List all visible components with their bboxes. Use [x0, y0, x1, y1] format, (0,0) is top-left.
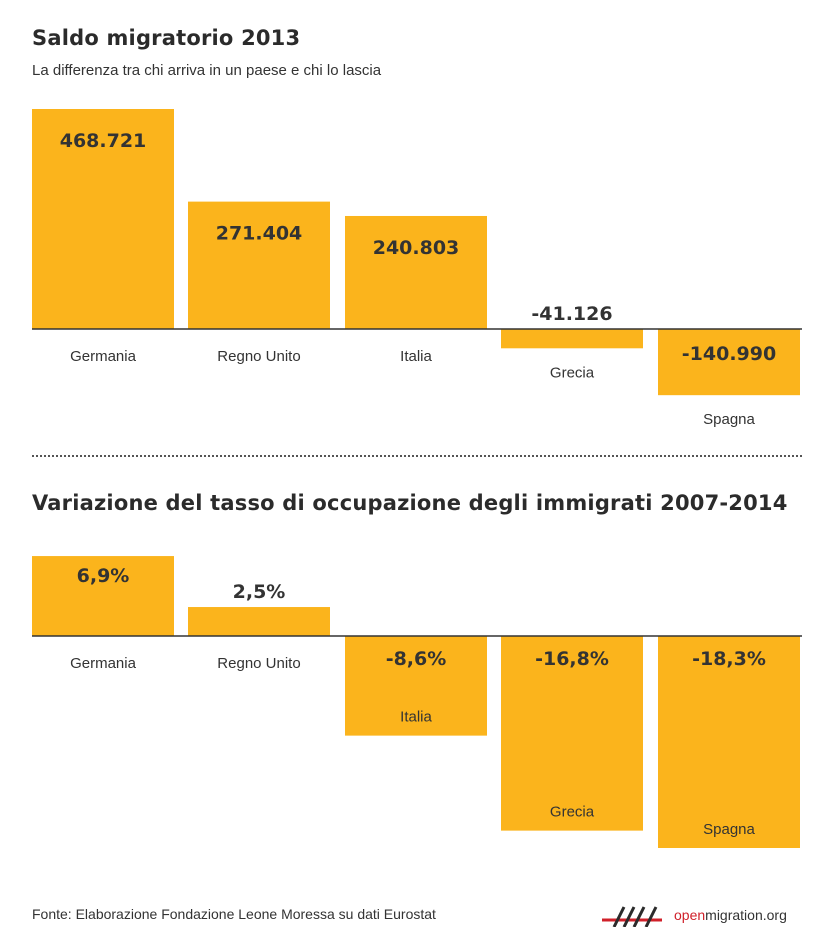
chart-title-occupazione: Variazione del tasso di occupazione degl… [32, 491, 788, 515]
category-label-2-spagna: Spagna [703, 821, 755, 838]
source-note: Fonte: Elaborazione Fondazione Leone Mor… [32, 906, 436, 922]
bar-2-spagna [658, 636, 800, 848]
chart-subtitle-saldo: La differenza tra chi arriva in un paese… [32, 62, 382, 79]
bar-2-italia [345, 636, 487, 736]
bar-1-italia [345, 215, 487, 329]
value-label-1-italia: 240.803 [373, 237, 460, 259]
category-label-2-regno-unito: Regno Unito [217, 655, 300, 672]
value-label-1-spagna: -140.990 [682, 343, 776, 365]
openmigration-logo-icon [602, 906, 662, 927]
saldo-migratorio-chart: 468.721 Germania 271.404 Regno Unito 240.803… [32, 109, 802, 428]
category-label-1-germania: Germania [70, 348, 137, 365]
category-label-1-spagna: Spagna [703, 411, 755, 428]
bar-1-regno-unito [188, 201, 330, 329]
brand-name-suffix: migration.org [705, 907, 787, 923]
chart-title-saldo: Saldo migratorio 2013 [32, 26, 301, 50]
occupazione-chart: 6,9% Germania 2,5% Regno Unito -8,6% Italia -1… [32, 556, 802, 848]
category-label-2-grecia: Grecia [550, 804, 595, 821]
brand-name-prefix: open [674, 907, 706, 923]
value-label-1-germania: 468.721 [60, 130, 147, 152]
value-label-2-italia: -8,6% [386, 648, 447, 670]
brand-name: openmigration.org [674, 907, 787, 923]
value-label-1-regno-unito: 271.404 [216, 223, 303, 245]
openmigration-logo: openmigration.org [602, 900, 787, 930]
bar-2-regno-unito [188, 607, 330, 636]
category-label-2-germania: Germania [70, 655, 137, 672]
value-label-1-grecia: -41.126 [531, 303, 612, 325]
value-label-2-germania: 6,9% [77, 565, 130, 587]
value-label-2-spagna: -18,3% [692, 648, 766, 670]
category-label-1-italia: Italia [400, 348, 432, 365]
category-label-1-regno-unito: Regno Unito [217, 348, 300, 365]
category-label-1-grecia: Grecia [550, 364, 595, 381]
bar-1-grecia [501, 329, 643, 349]
value-label-2-regno-unito: 2,5% [233, 581, 286, 603]
bar-1-spagna [658, 329, 800, 396]
value-label-2-grecia: -16,8% [535, 648, 609, 670]
section-divider [32, 455, 802, 457]
bar-2-grecia [501, 636, 643, 831]
category-label-2-italia: Italia [400, 709, 432, 726]
bar-1-germania [32, 109, 174, 329]
bar-2-germania [32, 556, 174, 636]
